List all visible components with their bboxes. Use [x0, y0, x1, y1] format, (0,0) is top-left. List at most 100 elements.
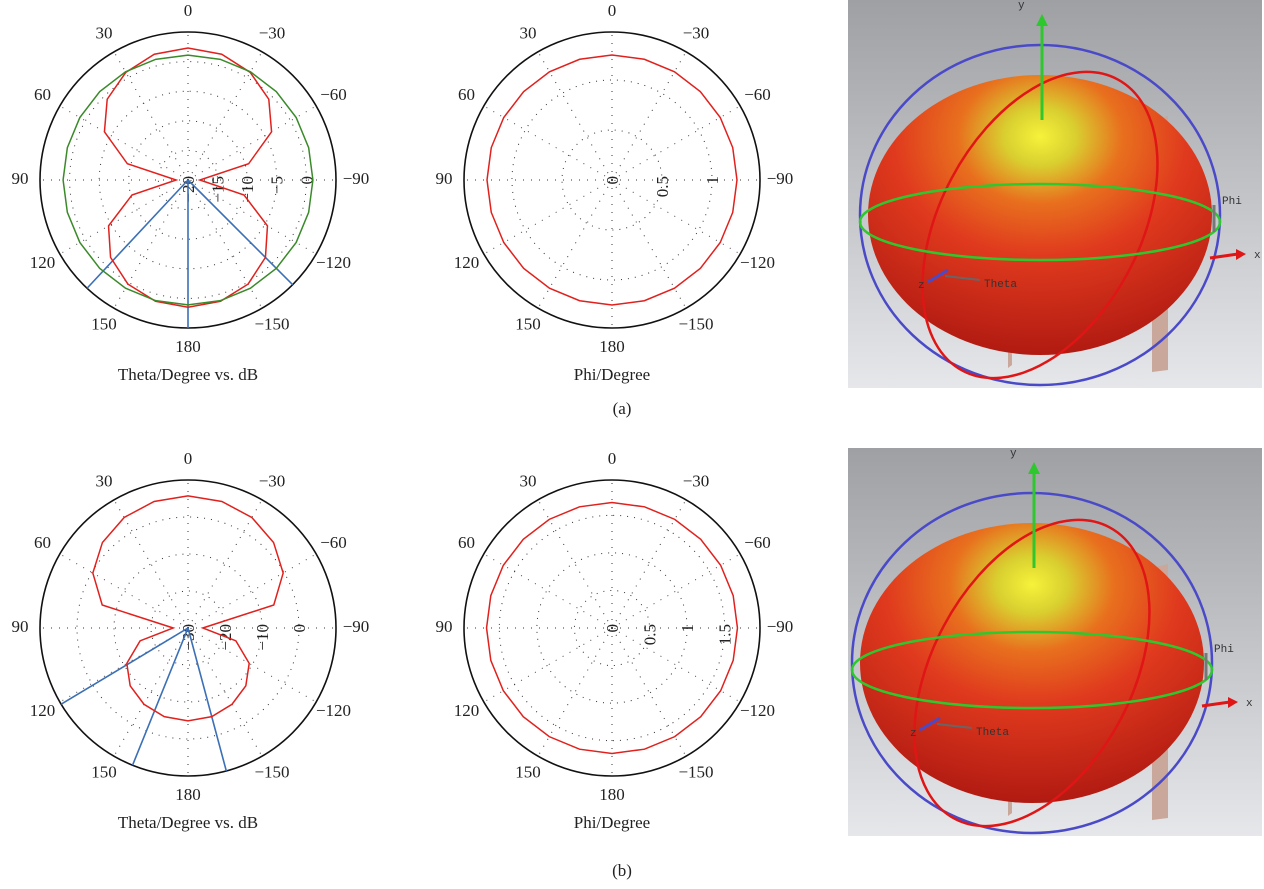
grid-spoke	[114, 500, 188, 628]
r-tick-label: 1	[678, 624, 697, 633]
grid-spoke	[484, 180, 612, 254]
angle-tick-label: −30	[683, 471, 710, 490]
angle-tick-label: −60	[744, 533, 771, 552]
angle-tick-label: 90	[436, 617, 453, 636]
radiation-sphere	[868, 75, 1212, 355]
angle-tick-label: −90	[343, 617, 370, 636]
angle-tick-label: 30	[520, 471, 537, 490]
x-axis-label: Phi/Degree	[574, 365, 650, 384]
r-tick-label: 1.5	[716, 624, 735, 645]
axis-label: z	[918, 280, 925, 292]
grid-spoke	[188, 554, 316, 628]
axis-label: Phi	[1214, 644, 1234, 656]
angle-tick-label: −90	[343, 169, 370, 188]
angle-tick-label: −120	[740, 701, 775, 720]
angle-tick-label: −90	[767, 169, 794, 188]
r-tick-label: 0.5	[653, 176, 672, 197]
angle-tick-label: 150	[515, 314, 541, 333]
polar-chart: 0 30 60 90 120 150 180 −150 −120 −90 −60 −30 0 0.5 1 1.…	[436, 449, 794, 832]
angle-tick-label: 0	[608, 1, 617, 20]
angle-tick-label: 180	[175, 337, 201, 356]
caption: (a)	[613, 399, 632, 418]
beam-line	[133, 628, 188, 765]
x-axis-label: Theta/Degree vs. dB	[118, 365, 258, 384]
grid-spoke	[612, 106, 740, 180]
r-tick-label: −5	[268, 176, 287, 194]
angle-tick-label: 30	[96, 471, 113, 490]
x-axis-label: Phi/Degree	[574, 813, 650, 832]
angle-tick-label: −30	[683, 23, 710, 42]
angle-tick-label: 30	[520, 23, 537, 42]
angle-tick-label: 150	[515, 762, 541, 781]
angle-tick-label: −120	[316, 701, 351, 720]
angle-tick-label: 90	[12, 617, 29, 636]
render-3d: y x z Phi Theta	[848, 0, 1262, 418]
angle-tick-label: −150	[678, 314, 713, 333]
grid-spoke	[60, 554, 188, 628]
beam-line	[87, 180, 188, 288]
r-tick-label: 0.5	[640, 624, 659, 645]
angle-tick-label: −150	[254, 314, 289, 333]
angle-tick-label: 150	[91, 762, 117, 781]
beam-line	[61, 628, 188, 704]
angle-tick-label: 90	[12, 169, 29, 188]
angle-tick-label: 30	[96, 23, 113, 42]
angle-tick-label: −60	[320, 533, 347, 552]
angle-tick-label: 60	[458, 533, 475, 552]
grid-spoke	[188, 106, 316, 180]
grid-spoke	[114, 180, 188, 308]
angle-tick-label: 120	[30, 701, 56, 720]
caption: (b)	[612, 861, 632, 880]
angle-tick-label: −60	[320, 85, 347, 104]
grid-spoke	[612, 180, 740, 254]
angle-tick-label: −90	[767, 617, 794, 636]
r-tick-label: 1	[703, 176, 722, 185]
angle-tick-label: −120	[740, 253, 775, 272]
angle-tick-label: 180	[175, 785, 201, 804]
r-tick-label: 0	[603, 624, 622, 633]
angle-tick-label: 120	[30, 253, 56, 272]
r-tick-label: 0	[290, 624, 309, 633]
grid-spoke	[484, 106, 612, 180]
polar-chart: 0306090120150180−150−120−90−60−30−30−20−…	[12, 449, 370, 832]
axis-label: Theta	[976, 727, 1009, 739]
angle-tick-label: −30	[259, 471, 286, 490]
axis-label: Phi	[1222, 196, 1242, 208]
angle-tick-label: 0	[184, 1, 193, 20]
axis-label: Theta	[984, 279, 1017, 291]
angle-tick-label: 60	[34, 533, 51, 552]
grid-spoke	[60, 106, 188, 180]
angle-tick-label: 180	[599, 337, 625, 356]
axis-label: z	[910, 728, 917, 740]
angle-tick-label: −150	[678, 762, 713, 781]
polar-chart: 0 30 60 90 120 150 180 −150 −120 −90 −60 −30 0 0.5 1 Ph…	[436, 1, 794, 384]
radiation-sphere	[860, 523, 1204, 803]
polar-chart: 0306090120150180−150−120−90−60−30−20−15−…	[12, 1, 370, 384]
grid-spoke	[60, 180, 188, 254]
figure: (a) (b) 0306090120150180−150−120−90−60−3…	[0, 0, 1264, 889]
r-tick-label: −10	[253, 624, 272, 651]
angle-tick-label: 0	[184, 449, 193, 468]
angle-tick-label: 90	[436, 169, 453, 188]
angle-tick-label: −60	[744, 85, 771, 104]
r-tick-label: −15	[209, 176, 228, 203]
axis-label: x	[1246, 698, 1253, 710]
axis-label: y	[1018, 0, 1025, 12]
r-tick-label: 0	[603, 176, 622, 185]
pattern-curve	[93, 496, 283, 721]
angle-tick-label: 180	[599, 785, 625, 804]
angle-tick-label: 0	[608, 449, 617, 468]
grid-spoke	[612, 180, 686, 308]
angle-tick-label: 60	[458, 85, 475, 104]
angle-tick-label: −150	[254, 762, 289, 781]
angle-tick-label: 150	[91, 314, 117, 333]
grid-spoke	[538, 180, 612, 308]
angle-tick-label: −30	[259, 23, 286, 42]
grid-spoke	[188, 500, 262, 628]
axis-label: x	[1254, 250, 1261, 262]
axis-label: y	[1010, 448, 1017, 460]
grid-spoke	[612, 52, 686, 180]
angle-tick-label: 120	[454, 253, 480, 272]
render-3d: y x z Phi Theta	[848, 448, 1262, 866]
angle-tick-label: 120	[454, 701, 480, 720]
